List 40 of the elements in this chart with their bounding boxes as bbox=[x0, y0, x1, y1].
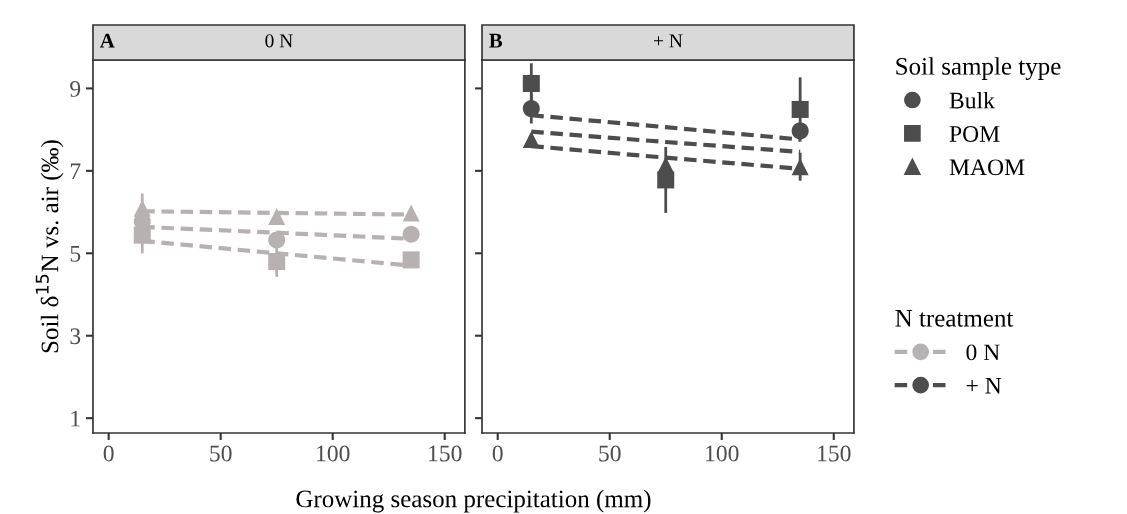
chart-title: 0 N bbox=[265, 34, 293, 48]
point bbox=[522, 100, 540, 118]
x-tick-label: 150 bbox=[429, 445, 462, 462]
legend-label: MAOM bbox=[949, 159, 1025, 176]
point bbox=[268, 231, 286, 249]
point bbox=[791, 158, 809, 176]
y-tick-label: 7 bbox=[70, 163, 81, 180]
point bbox=[402, 225, 420, 243]
point bbox=[402, 204, 420, 222]
legend-label: Bulk bbox=[949, 91, 995, 109]
y-tick-label: 1 bbox=[71, 410, 80, 427]
point bbox=[522, 74, 540, 92]
x-tick-label: 100 bbox=[706, 445, 739, 462]
point bbox=[791, 100, 809, 118]
y-axis-title: Soil δ$^{15}$N vs. air (‰) bbox=[35, 140, 64, 353]
point bbox=[522, 131, 540, 149]
legend-label: POM bbox=[949, 126, 1000, 142]
x-tick-label: 150 bbox=[818, 445, 851, 462]
x-tick-label: 0 bbox=[492, 445, 503, 462]
legend-title: Soil sample type bbox=[896, 57, 1061, 80]
chart-title: + N bbox=[654, 34, 683, 48]
legend-title: N treatment bbox=[895, 310, 1014, 327]
y-tick-label: 3 bbox=[70, 328, 81, 345]
point bbox=[268, 208, 286, 226]
point bbox=[791, 122, 809, 140]
legend-label: + N bbox=[966, 378, 1002, 394]
y-tick-label: 9 bbox=[70, 80, 81, 97]
x-tick-label: 100 bbox=[317, 445, 350, 462]
legend-label: 0 N bbox=[966, 344, 1000, 361]
x-tick-label: 50 bbox=[210, 445, 232, 462]
x-tick-label: 0 bbox=[103, 445, 114, 462]
text: B bbox=[489, 33, 503, 48]
point bbox=[133, 226, 151, 244]
point bbox=[402, 251, 420, 269]
point bbox=[268, 253, 286, 271]
point bbox=[657, 156, 675, 174]
text: A bbox=[99, 33, 115, 48]
x-axis-title: Growing season precipitation (mm) bbox=[296, 489, 651, 513]
x-tick-label: 50 bbox=[599, 445, 621, 462]
y-tick-label: 5 bbox=[70, 246, 81, 262]
